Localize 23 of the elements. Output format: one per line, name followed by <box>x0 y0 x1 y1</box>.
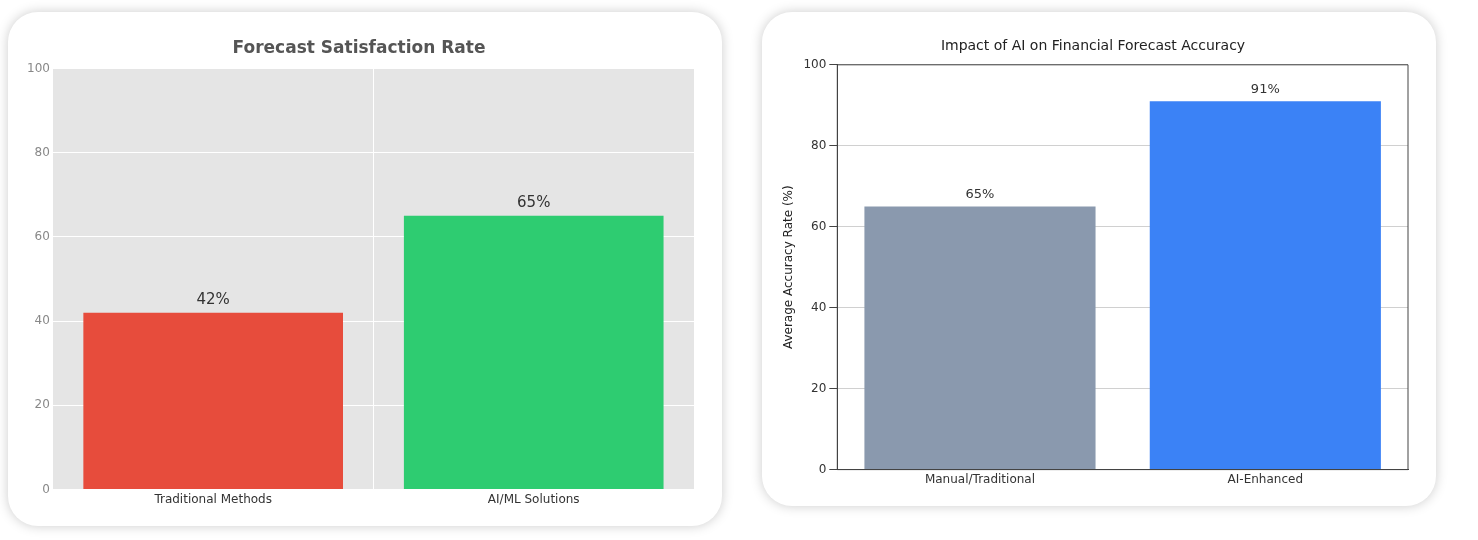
data-label: 65% <box>965 186 995 202</box>
y-tick-label: 40 <box>811 299 827 314</box>
data-label: 65% <box>517 193 551 212</box>
y-tick-label: 0 <box>42 481 50 496</box>
data-label: 42% <box>196 290 230 309</box>
y-tick-label: 0 <box>818 461 827 476</box>
y-tick-label: 80 <box>34 144 50 159</box>
x-tick-label: Traditional Methods <box>153 491 272 506</box>
x-tick-label: Manual/Traditional <box>924 471 1036 486</box>
y-tick-label: 20 <box>34 397 50 412</box>
y-tick-label: 80 <box>811 137 827 152</box>
y-tick-label: 60 <box>811 218 827 233</box>
y-tick-label: 40 <box>34 313 50 328</box>
chart-title: Impact of AI on Financial Forecast Accuracy <box>940 37 1246 54</box>
y-axis-title: Average Accuracy Rate (%) <box>781 185 796 350</box>
y-tick-label: 20 <box>811 380 827 395</box>
chart-title: Forecast Satisfaction Rate <box>232 36 486 57</box>
data-label: 91% <box>1250 81 1280 97</box>
y-tick-label: 100 <box>803 56 827 71</box>
y-tick-label: 60 <box>34 229 50 244</box>
x-tick-label: AI-Enhanced <box>1227 471 1304 486</box>
y-tick-label: 100 <box>27 60 50 75</box>
x-tick-label: AI/ML Solutions <box>487 491 580 506</box>
